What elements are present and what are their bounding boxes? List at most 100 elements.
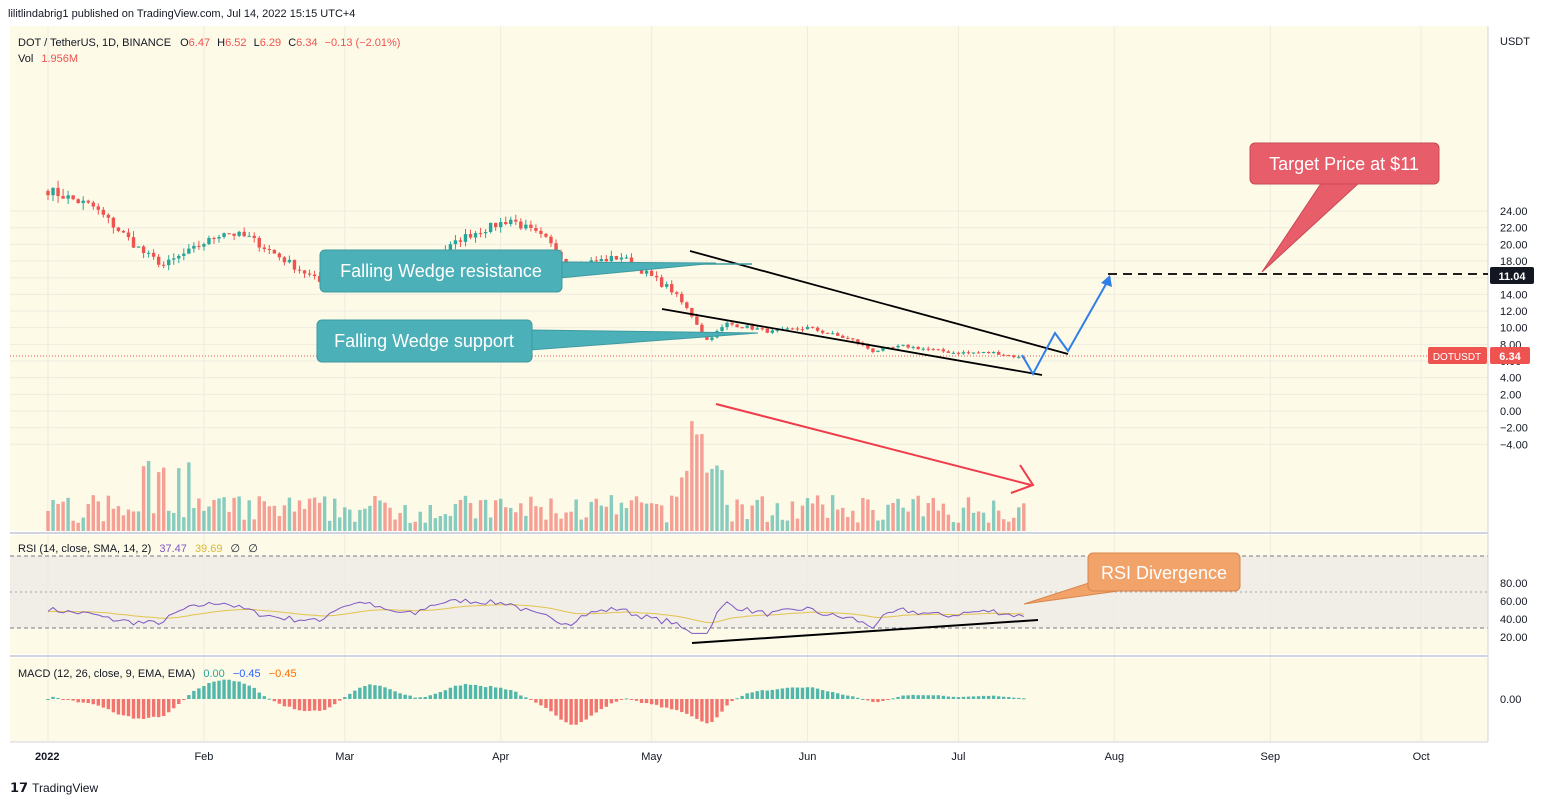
callout-wedge-support[interactable]: Falling Wedge support bbox=[316, 319, 759, 363]
candle-body bbox=[825, 332, 830, 334]
macd-hist-bar bbox=[212, 681, 216, 699]
macd-hist-bar bbox=[247, 685, 251, 699]
candle-body bbox=[931, 349, 935, 351]
candle-body bbox=[202, 244, 206, 247]
candle-body bbox=[257, 237, 261, 248]
volume-bar bbox=[101, 521, 106, 531]
macd-hist-bar bbox=[458, 685, 463, 699]
volume-bar bbox=[589, 501, 593, 531]
volume-bar bbox=[519, 503, 523, 531]
volume-bar bbox=[368, 505, 372, 531]
macd-hist-bar bbox=[866, 699, 870, 701]
rsi-legend-value: 37.47 bbox=[159, 543, 187, 555]
macd-hist-bar bbox=[493, 687, 498, 699]
candle-body bbox=[941, 349, 946, 352]
time-axis-tick: Oct bbox=[1413, 751, 1430, 763]
callout-rsi-divergence[interactable]: RSI Divergence bbox=[1023, 552, 1241, 605]
macd-hist-bar bbox=[156, 699, 161, 718]
candle-body bbox=[172, 258, 176, 260]
macd-hist-bar bbox=[252, 687, 256, 699]
macd-hist-bar bbox=[815, 688, 820, 699]
volume-bar bbox=[297, 500, 302, 531]
legend-c-value: 6.34 bbox=[296, 37, 317, 49]
candle-body bbox=[795, 328, 800, 330]
candle-body bbox=[690, 307, 694, 317]
candle-body bbox=[951, 352, 956, 354]
volume-bar bbox=[192, 507, 196, 531]
volume-bar bbox=[916, 495, 920, 531]
candle-body bbox=[649, 270, 654, 276]
macd-hist-bar bbox=[473, 684, 478, 699]
volume-bar bbox=[493, 500, 498, 531]
macd-hist-bar bbox=[187, 695, 191, 699]
legend-symbol: DOT / TetherUS, 1D, BINANCE bbox=[18, 37, 171, 49]
macd-hist-bar bbox=[996, 696, 1001, 699]
volume-bar bbox=[841, 507, 845, 531]
candle-body bbox=[493, 222, 498, 228]
macd-hist-bar bbox=[1002, 696, 1006, 699]
candle-body bbox=[881, 348, 885, 351]
rsi-layer bbox=[47, 598, 1025, 634]
target-price-badge: 11.04 bbox=[1490, 267, 1534, 284]
callout-target[interactable]: Target Price at $11 bbox=[1249, 142, 1440, 273]
time-axis-labels: 2022 Feb Mar Apr May Jun Jul Aug Sep Oct bbox=[35, 751, 1430, 763]
candle-body bbox=[1017, 356, 1021, 358]
macd-hist-bar bbox=[649, 699, 654, 705]
svg-text:RSI (14, close, SMA, 14, 2): RSI (14, close, SMA, 14, 2) 37.47 39.69 … bbox=[18, 543, 258, 555]
macd-hist-bar bbox=[795, 687, 800, 699]
macd-hist-bar bbox=[624, 698, 629, 700]
candle-body bbox=[207, 238, 211, 245]
volume-bar bbox=[312, 497, 317, 531]
volume-bar bbox=[227, 511, 231, 531]
candle-body bbox=[182, 253, 186, 256]
macd-hist-bar bbox=[443, 690, 448, 699]
macd-hist-bar bbox=[121, 699, 126, 716]
macd-hist-bar bbox=[448, 687, 453, 699]
rsi-legend: RSI (14, close, SMA, 14, 2) 37.47 39.69 … bbox=[18, 543, 258, 555]
macd-hist-bar bbox=[800, 687, 805, 699]
volume-bar bbox=[981, 512, 986, 531]
volume-bar bbox=[670, 495, 674, 531]
candle-body bbox=[976, 352, 981, 354]
candle-body bbox=[695, 316, 699, 325]
currency-label: USDT bbox=[1500, 36, 1530, 48]
macd-hist-bar bbox=[629, 699, 634, 700]
macd-hist-bar bbox=[871, 699, 875, 702]
macd-hist-bar bbox=[991, 695, 996, 699]
macd-hist-bar bbox=[820, 690, 825, 699]
volume-bar bbox=[433, 518, 438, 531]
candle-body bbox=[765, 328, 769, 333]
macd-hist-bar bbox=[373, 685, 377, 699]
volume-bar bbox=[96, 501, 100, 531]
macd-hist-bar bbox=[896, 696, 900, 699]
macd-hist-bar bbox=[197, 688, 201, 699]
volume-bar bbox=[534, 506, 538, 531]
candle-body bbox=[458, 240, 463, 242]
callout-target-text: Target Price at $11 bbox=[1269, 154, 1419, 174]
volume-bar bbox=[836, 509, 840, 531]
candle-body bbox=[146, 252, 151, 254]
macd-hist-bar bbox=[609, 699, 614, 704]
macd-hist-bar bbox=[317, 699, 322, 711]
candle-body bbox=[504, 222, 508, 225]
volume-bar bbox=[76, 522, 80, 531]
macd-hist-bar bbox=[750, 692, 754, 699]
macd-hist-bar bbox=[765, 690, 769, 699]
volume-bar bbox=[569, 511, 573, 531]
volume-bar bbox=[151, 513, 156, 531]
macd-hist-bar bbox=[790, 687, 795, 699]
macd-hist-bar bbox=[96, 699, 100, 706]
price-axis-tick: 18.00 bbox=[1500, 256, 1528, 268]
callout-wedge-resistance[interactable]: Falling Wedge resistance bbox=[319, 249, 717, 293]
chart-area[interactable]: Falling Wedge resistance Falling Wedge s… bbox=[0, 26, 1556, 804]
macd-hist-bar bbox=[976, 696, 981, 699]
candle-body bbox=[609, 256, 614, 262]
macd-hist-bar bbox=[549, 699, 553, 712]
candle-body bbox=[217, 236, 221, 239]
volume-bar bbox=[383, 502, 387, 531]
rsi-line bbox=[47, 598, 1025, 634]
candle-body bbox=[735, 324, 739, 328]
wedge-support-line bbox=[661, 308, 1043, 376]
tradingview-logo[interactable]: 𝟭𝟳 TradingView bbox=[10, 779, 98, 797]
candle-body bbox=[483, 231, 488, 234]
